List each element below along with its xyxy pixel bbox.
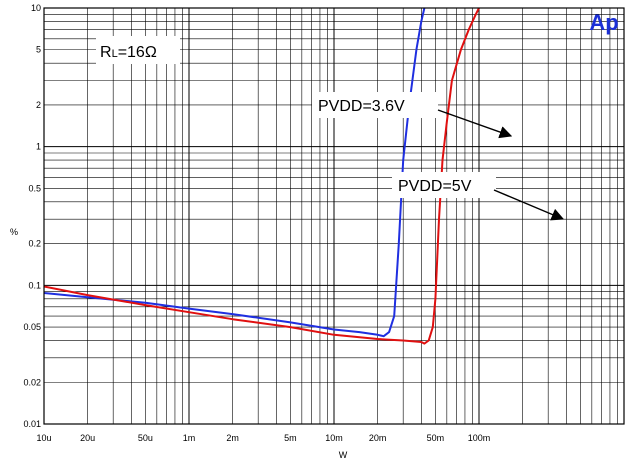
y-tick-label: 0.01 — [23, 419, 41, 429]
y-tick-label: 0.02 — [23, 377, 41, 387]
x-tick-label: 50u — [138, 433, 153, 443]
rl-label: RL=16Ω — [100, 44, 157, 61]
plot-frame — [43, 7, 625, 425]
x-tick-label: 100m — [468, 433, 491, 443]
y-tick-label: 0.5 — [28, 183, 41, 193]
x-tick-label: 20u — [80, 433, 95, 443]
y-axis-label: % — [10, 227, 18, 237]
pvdd5-arrow — [493, 189, 565, 221]
y-tick-label: 2 — [36, 100, 41, 110]
rl-label-box — [96, 36, 180, 64]
y-tick-label: 5 — [36, 45, 41, 55]
y-tick-label: 1 — [36, 142, 41, 152]
ap-logo: Ap — [589, 10, 618, 35]
y-tick-label: 0.1 — [28, 280, 41, 290]
y-tick-label: 0.2 — [28, 239, 41, 249]
y-tick-label: 0.05 — [23, 322, 41, 332]
x-tick-label: 10u — [36, 433, 51, 443]
x-tick-label: 50m — [427, 433, 445, 443]
tick-labels: 10u 20u 50u 1m 2m 5m 10m 20m 50m 100m 0.01 0.02 0.05… — [23, 3, 490, 443]
pvdd5-label: PVDD=5V — [398, 178, 472, 195]
x-tick-label: 2m — [226, 433, 239, 443]
pvdd36-arrow — [437, 109, 513, 139]
y-tick-label: 10 — [31, 3, 41, 13]
pvdd36-label-box — [312, 92, 438, 118]
x-axis-label: W — [339, 450, 348, 460]
series-line-pvdd-5v — [44, 8, 480, 345]
x-tick-label: 10m — [325, 433, 343, 443]
x-tick-label: 1m — [183, 433, 196, 443]
pvdd5-label-box — [392, 172, 496, 198]
x-tick-label: 20m — [369, 433, 387, 443]
x-tick-label: 5m — [284, 433, 297, 443]
grid — [44, 8, 624, 424]
pvdd36-label: PVDD=3.6V — [318, 98, 405, 115]
